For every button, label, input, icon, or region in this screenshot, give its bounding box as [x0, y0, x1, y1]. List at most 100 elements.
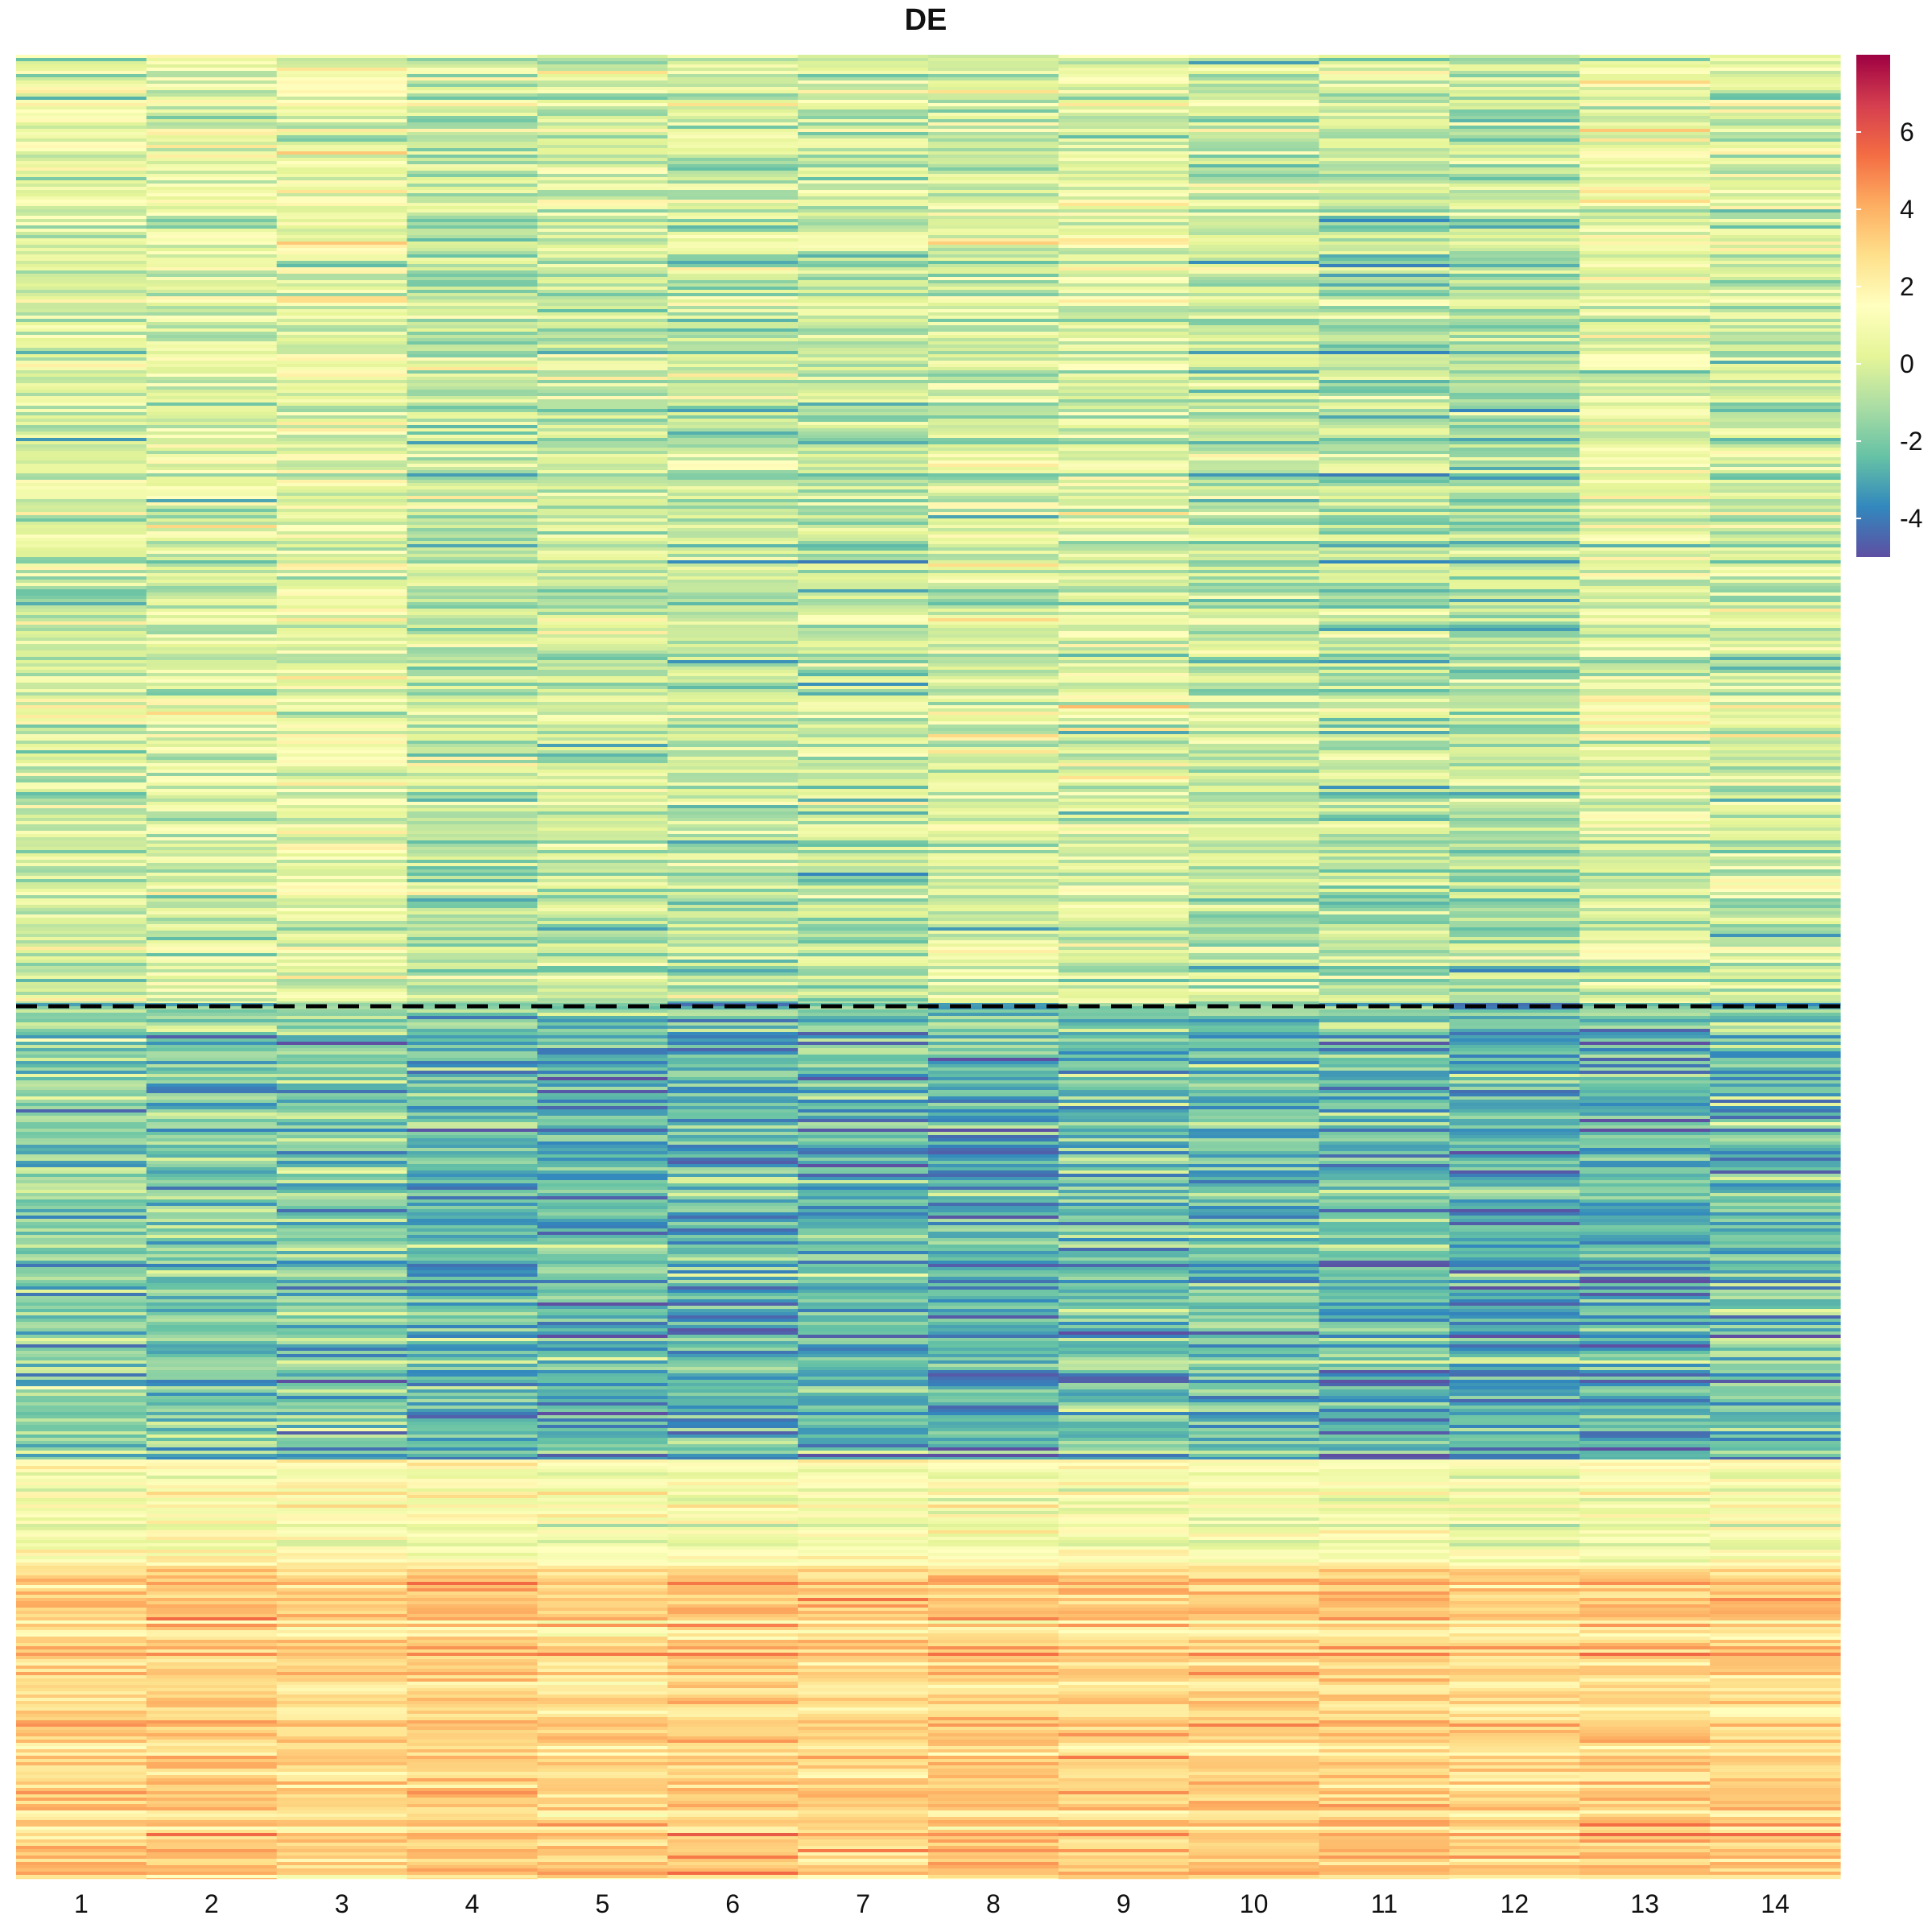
heatmap-cell: [276, 602, 408, 606]
heatmap-cell: [928, 840, 1059, 844]
heatmap-cell: [146, 422, 278, 426]
heatmap-cell: [407, 969, 539, 973]
heatmap-cell: [1058, 737, 1190, 741]
heatmap-cell: [1710, 164, 1841, 168]
heatmap-cell: [1058, 551, 1190, 555]
heatmap-cell: [1319, 109, 1451, 114]
heatmap-cell: [1319, 71, 1451, 75]
heatmap-cell: [16, 64, 147, 68]
heatmap-cell: [928, 1093, 1059, 1097]
heatmap-cell: [1579, 956, 1711, 960]
heatmap-cell: [276, 477, 408, 481]
heatmap-cell: [16, 499, 147, 503]
heatmap-cell: [1188, 283, 1320, 287]
heatmap-cell: [1188, 155, 1320, 159]
heatmap-cell: [146, 802, 278, 806]
heatmap-cell: [667, 1109, 799, 1113]
heatmap-cell: [1579, 776, 1711, 780]
heatmap-cell: [928, 493, 1059, 497]
heatmap-cell: [928, 351, 1059, 355]
heatmap-cell: [1449, 1019, 1580, 1023]
heatmap-cell: [146, 338, 278, 342]
heatmap-cell: [1710, 1055, 1841, 1059]
heatmap-cell: [146, 544, 278, 548]
heatmap-cell: [407, 750, 539, 754]
heatmap-cell: [16, 728, 147, 732]
heatmap-cell: [1710, 802, 1841, 806]
heatmap-cell: [146, 911, 278, 915]
heatmap-cell: [1449, 647, 1580, 651]
heatmap-cell: [1449, 402, 1580, 407]
heatmap-cell: [407, 270, 539, 275]
heatmap-cell: [928, 1064, 1059, 1068]
heatmap-cell: [1319, 837, 1451, 841]
heatmap-cell: [407, 448, 539, 452]
heatmap-cell: [1188, 419, 1320, 423]
heatmap-cell: [1319, 415, 1451, 419]
heatmap-cell: [1449, 860, 1580, 864]
heatmap-cell: [407, 1013, 539, 1017]
heatmap-cell: [16, 306, 147, 310]
heatmap-cell: [798, 1106, 929, 1110]
heatmap-cell: [1319, 956, 1451, 960]
heatmap-cell: [276, 203, 408, 207]
heatmap-cell: [1319, 499, 1451, 503]
heatmap-cell: [798, 415, 929, 419]
heatmap-cell: [1579, 1151, 1711, 1155]
heatmap-cell: [1058, 87, 1190, 91]
heatmap-cell: [146, 818, 278, 822]
heatmap-cell: [798, 267, 929, 271]
heatmap-cell: [928, 718, 1059, 722]
heatmap-cell: [1188, 602, 1320, 606]
heatmap-cell: [1319, 886, 1451, 890]
heatmap-cell: [1579, 254, 1711, 258]
heatmap-cell: [1319, 348, 1451, 352]
heatmap-cell: [928, 776, 1059, 780]
heatmap-cell: [798, 515, 929, 519]
heatmap-cell: [667, 386, 799, 390]
heatmap-cell: [407, 1151, 539, 1155]
heatmap-cell: [276, 696, 408, 700]
heatmap-cell: [667, 93, 799, 97]
heatmap-cell: [1710, 171, 1841, 175]
heatmap-cell: [1319, 609, 1451, 613]
heatmap-cell: [1319, 1100, 1451, 1104]
heatmap-cell: [667, 196, 799, 200]
heatmap-cell: [537, 741, 668, 745]
heatmap-cell: [928, 206, 1059, 210]
heatmap-cell: [407, 232, 539, 236]
heatmap-cell: [537, 525, 668, 529]
heatmap-cell: [16, 425, 147, 429]
heatmap-cell: [1188, 277, 1320, 281]
heatmap-cell: [407, 679, 539, 683]
heatmap-cell: [276, 573, 408, 577]
heatmap-cell: [537, 592, 668, 597]
heatmap-cell: [537, 670, 668, 674]
heatmap-cell: [798, 1196, 929, 1200]
heatmap-cell: [1319, 264, 1451, 268]
heatmap-cell: [16, 177, 147, 181]
heatmap-cell: [537, 338, 668, 342]
heatmap-cell: [1449, 1035, 1580, 1039]
heatmap-cell: [16, 1170, 147, 1174]
heatmap-cell: [1319, 789, 1451, 793]
heatmap-cell: [1058, 222, 1190, 226]
heatmap-cell: [276, 296, 408, 300]
heatmap-cell: [928, 1048, 1059, 1052]
heatmap-cell: [1058, 1141, 1190, 1146]
heatmap-cell: [1319, 943, 1451, 947]
heatmap-cell: [1579, 145, 1711, 149]
heatmap-cell: [667, 129, 799, 133]
heatmap-cell: [407, 171, 539, 175]
heatmap-cell: [1449, 213, 1580, 217]
heatmap-cell: [1449, 399, 1580, 403]
heatmap-cell: [16, 357, 147, 361]
heatmap-cell: [1710, 844, 1841, 848]
heatmap-cell: [16, 789, 147, 793]
heatmap-cell: [928, 1193, 1059, 1197]
heatmap-cell: [667, 167, 799, 171]
heatmap-cell: [1579, 1093, 1711, 1097]
heatmap-cell: [407, 1199, 539, 1203]
heatmap-cell: [798, 164, 929, 168]
heatmap-cell: [798, 174, 929, 178]
